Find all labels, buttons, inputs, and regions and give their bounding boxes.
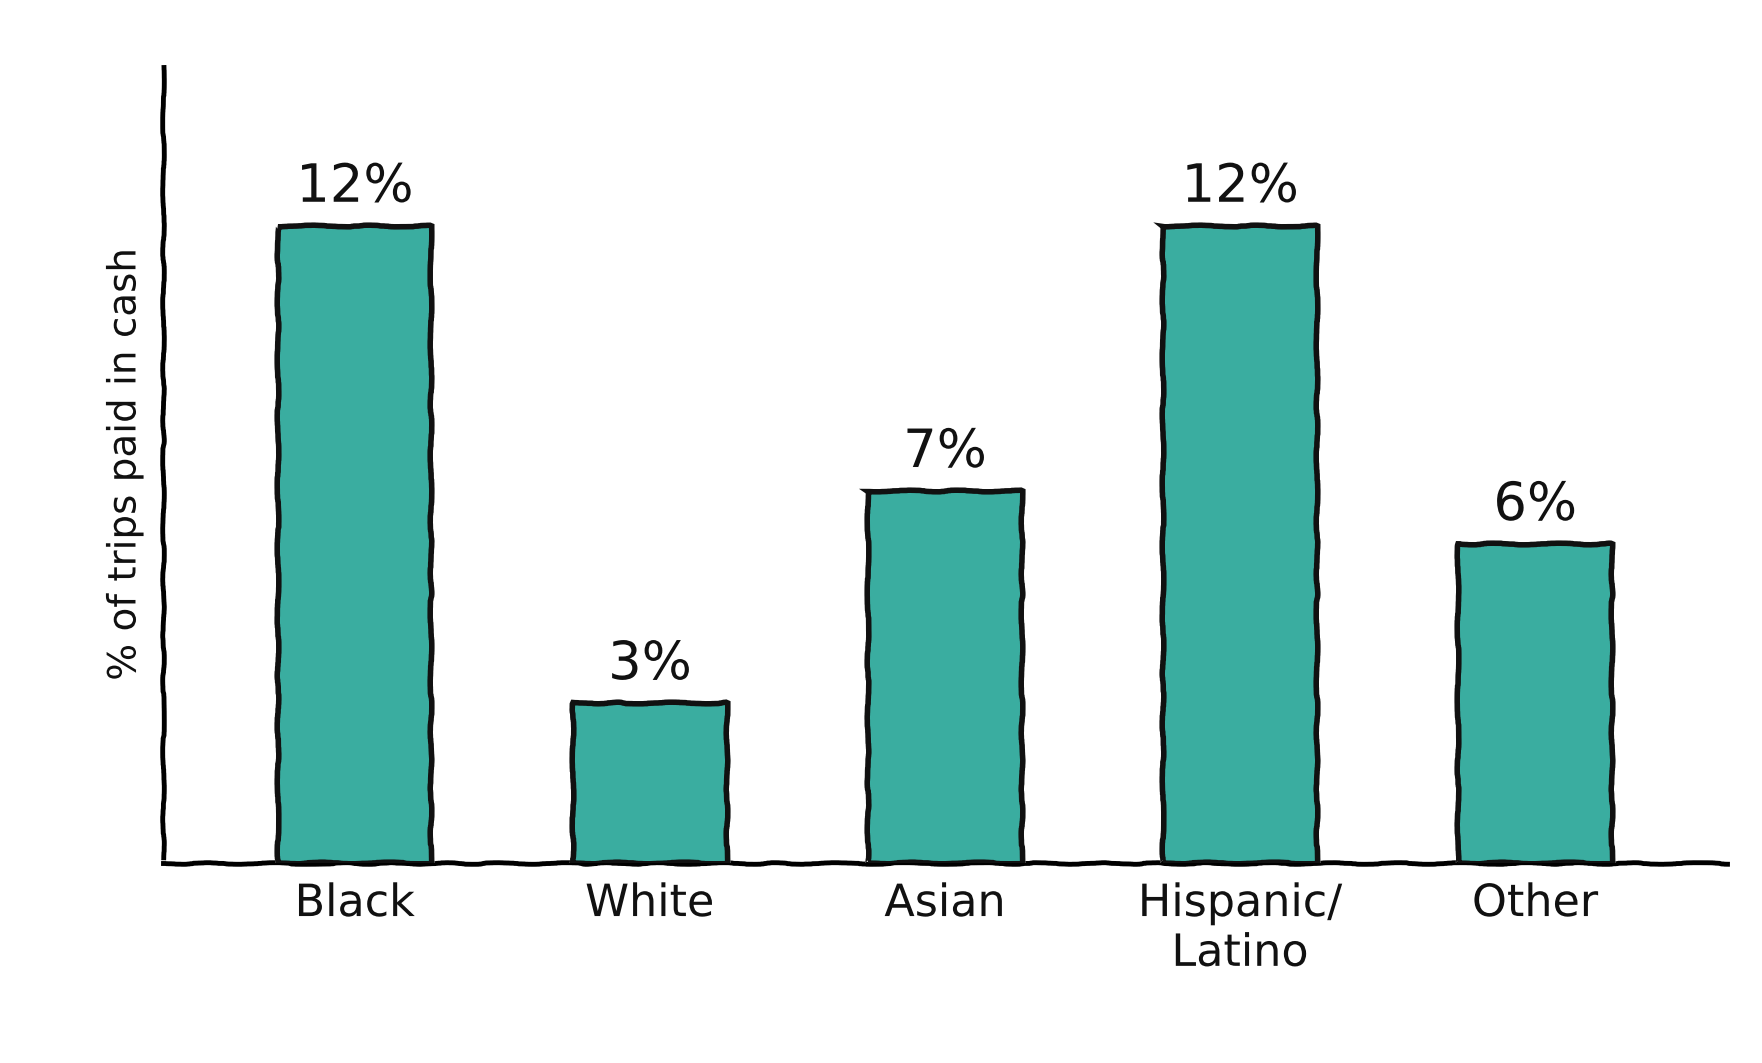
Bar	[869, 491, 1022, 862]
Y-axis label: % of trips paid in cash: % of trips paid in cash	[106, 249, 143, 680]
Bar	[1459, 544, 1612, 862]
Text: 12%: 12%	[1182, 161, 1299, 213]
Bar	[573, 704, 726, 862]
Text: 7%: 7%	[904, 426, 987, 478]
Text: 6%: 6%	[1494, 479, 1577, 532]
Text: 12%: 12%	[296, 161, 414, 213]
Bar	[1163, 226, 1316, 862]
Bar	[278, 226, 432, 862]
Text: 3%: 3%	[608, 638, 692, 690]
